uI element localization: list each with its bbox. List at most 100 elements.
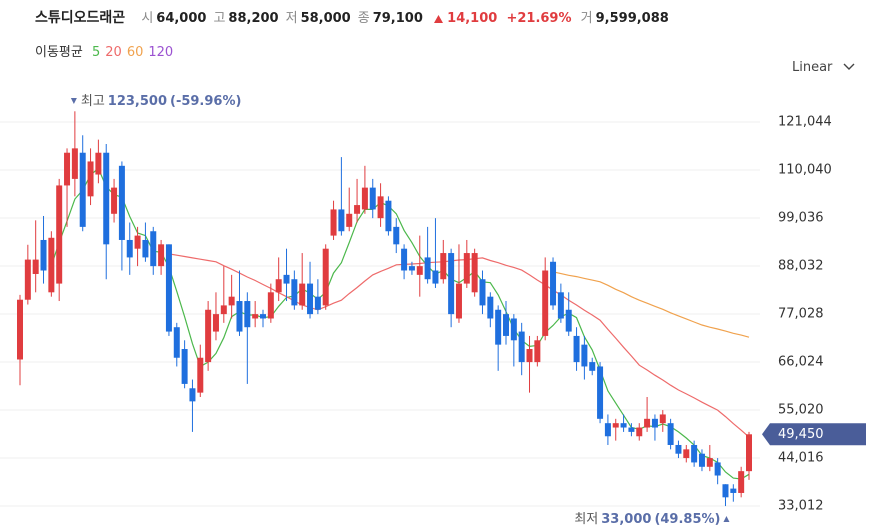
- price-tag-label: 49,450: [778, 427, 824, 442]
- ma-legend: 이동평균 5 20 60 120: [35, 41, 173, 60]
- candle-body: [565, 309, 572, 332]
- ma-line: [50, 167, 750, 480]
- legend-entry: 5: [91, 45, 101, 60]
- candle-body: [158, 244, 165, 267]
- candle-body: [667, 423, 674, 445]
- max-change: (-59.96%): [170, 94, 241, 109]
- candle-body: [463, 253, 470, 284]
- volume-value: 9,599,088: [595, 11, 669, 26]
- scale-dropdown[interactable]: Linear: [792, 60, 855, 75]
- candle-body: [526, 349, 533, 363]
- candle-body: [212, 314, 219, 332]
- header-value: 64,000: [156, 11, 207, 26]
- candle-body: [244, 301, 251, 328]
- candle-body: [385, 200, 392, 232]
- candle-body: [401, 248, 408, 271]
- legend-entry: 60: [126, 45, 144, 60]
- candle-body: [299, 283, 306, 306]
- candle-body: [220, 305, 227, 315]
- candle-body: [71, 148, 78, 179]
- candle-body: [228, 296, 235, 306]
- candle-body: [79, 152, 86, 227]
- max-label: 최고: [81, 94, 105, 109]
- candle-body: [134, 235, 141, 249]
- y-tick-label: 66,024: [778, 354, 824, 369]
- candle-body: [48, 237, 55, 293]
- candle-body: [260, 314, 266, 319]
- candle-body: [142, 239, 149, 258]
- scale-label: Linear: [792, 60, 833, 75]
- candle-body: [330, 209, 337, 236]
- candle-body: [150, 231, 157, 267]
- candle-body: [338, 209, 345, 232]
- legend-entry: 120: [148, 45, 174, 60]
- candle-body: [534, 340, 541, 363]
- candle-body: [369, 187, 376, 210]
- y-tick-label: 77,028: [778, 306, 824, 321]
- candle-body: [746, 434, 752, 472]
- candle-body: [236, 301, 243, 332]
- candle-body: [722, 484, 729, 498]
- candle-body: [416, 266, 423, 275]
- candle-body: [738, 471, 745, 493]
- header-value: 88,200: [228, 11, 279, 26]
- candle-body: [56, 185, 63, 284]
- chevron: [843, 63, 855, 70]
- candle-body: [440, 253, 447, 280]
- y-tick-label: 88,032: [778, 259, 824, 274]
- header-value: 79,100: [372, 11, 423, 26]
- candle-body: [730, 488, 737, 493]
- y-tick-label: 99,036: [778, 211, 824, 226]
- max-value: 123,500: [108, 94, 167, 109]
- candle-body: [361, 187, 368, 210]
- candle-body: [126, 239, 133, 258]
- header-items: 시 64,000 고 88,200 저 58,000 종 79,100: [141, 11, 430, 26]
- candle-body: [503, 314, 509, 336]
- min-label: 최저: [574, 512, 598, 527]
- candle-body: [698, 453, 705, 467]
- candle-body: [557, 292, 564, 319]
- candle-body: [95, 152, 102, 175]
- candle-body: [118, 165, 125, 240]
- candle-body: [377, 196, 384, 219]
- change-percent: +21.69%: [506, 11, 572, 26]
- min-arrow: [723, 516, 730, 522]
- candle-body: [432, 270, 439, 284]
- y-tick-label: 121,044: [778, 115, 832, 130]
- candle-body: [612, 423, 619, 428]
- candle-body: [706, 458, 713, 467]
- candle-body: [573, 335, 580, 363]
- candle-body: [714, 462, 721, 476]
- candle-body: [354, 205, 361, 214]
- header-label: 시: [141, 11, 154, 26]
- y-tick-label: 110,040: [778, 163, 832, 178]
- volume-label: 거: [580, 11, 593, 26]
- candle-body: [24, 259, 31, 300]
- min-marker: 최저 33,000 (49.85%): [574, 512, 720, 527]
- candle-body: [479, 279, 486, 306]
- ma-line: [552, 271, 750, 338]
- candle-body: [252, 314, 259, 319]
- min-change: (49.85%): [654, 512, 720, 527]
- ma-legend-label: 이동평균: [35, 45, 83, 60]
- change-amount: 14,100: [447, 11, 498, 26]
- candle-body: [87, 161, 94, 197]
- candle-body: [424, 257, 431, 280]
- min-value: 33,000: [601, 512, 651, 527]
- candle-body: [197, 357, 204, 393]
- candle-body: [597, 366, 604, 419]
- candle-body: [691, 444, 698, 463]
- price-tag: [762, 423, 866, 446]
- candle-body: [471, 253, 478, 293]
- candle-body: [644, 418, 651, 428]
- candle-body: [267, 292, 274, 319]
- candle-body: [628, 427, 635, 432]
- candle-body: [275, 279, 282, 293]
- candle-body: [32, 259, 39, 274]
- legend-entry: 20: [105, 45, 122, 60]
- header-value: 58,000: [300, 11, 351, 26]
- candle-body: [314, 296, 321, 310]
- candle-body: [589, 362, 596, 371]
